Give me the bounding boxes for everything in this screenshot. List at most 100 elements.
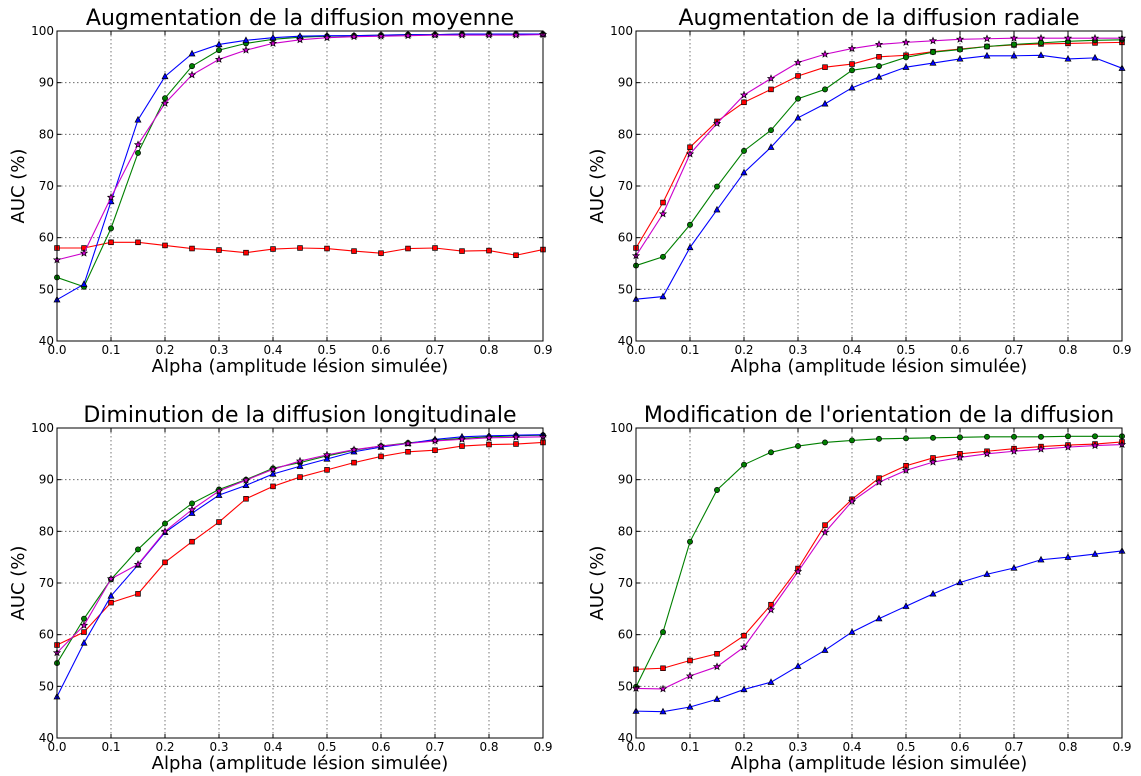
series-1: [54, 439, 546, 648]
data-point: [714, 487, 720, 493]
series-3: [632, 51, 1126, 302]
data-point: [297, 474, 303, 480]
data-point: [903, 54, 909, 61]
chart-title: Augmentation de la diffusion radiale: [678, 6, 1079, 31]
y-tick-label: 80: [39, 127, 54, 141]
data-point: [513, 252, 519, 258]
data-point: [660, 199, 666, 206]
data-point: [741, 147, 747, 154]
series-3: [53, 30, 547, 303]
data-point: [741, 99, 747, 106]
y-tick-label: 70: [39, 576, 54, 590]
data-point: [821, 646, 829, 653]
data-point: [133, 560, 143, 568]
y-tick-label: 60: [618, 628, 633, 642]
data-point: [1065, 433, 1071, 440]
x-tick-label: 0.3: [209, 343, 228, 357]
x-tick-label: 0.6: [371, 740, 390, 754]
series-3: [53, 430, 547, 700]
data-point: [956, 54, 964, 62]
data-point: [1064, 553, 1072, 560]
data-point: [296, 462, 304, 469]
x-tick-label: 0.2: [155, 343, 174, 357]
data-point: [134, 115, 142, 123]
data-point: [405, 449, 411, 455]
data-point: [189, 538, 195, 545]
data-point: [459, 443, 465, 449]
data-point: [822, 86, 828, 93]
data-point: [106, 193, 116, 201]
data-point: [874, 477, 884, 486]
x-tick-label: 0.5: [317, 740, 336, 754]
y-tick-label: 90: [39, 76, 54, 90]
x-axis-label: Alpha (amplitude lésion simulée): [731, 753, 1028, 774]
data-point: [929, 59, 937, 66]
data-point: [821, 99, 829, 107]
data-point: [1037, 51, 1045, 58]
data-point: [658, 684, 668, 693]
x-tick-label: 0.0: [626, 343, 645, 357]
data-point: [740, 168, 748, 176]
data-point: [268, 464, 278, 473]
series-4: [52, 30, 548, 264]
data-point: [378, 453, 384, 460]
chart-title: Augmentation de la diffusion moyenne: [86, 6, 514, 31]
data-point: [957, 46, 963, 53]
x-tick-label: 0.1: [101, 343, 120, 357]
data-point: [216, 247, 222, 253]
y-tick-label: 70: [39, 179, 54, 193]
data-point: [1090, 441, 1100, 450]
data-point: [930, 49, 936, 56]
y-tick-label: 50: [39, 679, 54, 693]
data-point: [901, 38, 911, 46]
x-tick-label: 0.5: [317, 343, 336, 357]
x-tick-label: 0.4: [263, 740, 282, 754]
data-point: [216, 519, 222, 525]
data-point: [903, 435, 909, 442]
data-point: [793, 58, 803, 67]
data-point: [457, 30, 467, 39]
y-tick-label: 60: [39, 231, 54, 245]
series-2: [633, 36, 1125, 269]
data-point: [214, 486, 224, 495]
data-point: [1063, 442, 1073, 451]
data-point: [403, 31, 413, 40]
x-tick-label: 0.1: [680, 343, 699, 357]
y-tick-label: 50: [39, 282, 54, 296]
data-point: [432, 245, 438, 251]
chart-panel-1: 0.0 0.1 0.2 0.3 0.4 0.5 0.6 0.7 0.8 0.9 40 50 60 70 80…: [8, 6, 553, 377]
data-point: [215, 40, 223, 48]
y-axis-label: AUC (%): [8, 149, 29, 224]
x-tick-label: 0.6: [950, 740, 969, 754]
data-point: [323, 455, 331, 462]
data-point: [793, 567, 803, 576]
data-point: [795, 95, 801, 102]
x-tick-label: 0.8: [479, 343, 498, 357]
data-point: [376, 31, 386, 40]
data-point: [1091, 550, 1099, 557]
data-point: [849, 67, 855, 74]
data-point: [351, 459, 357, 466]
data-point: [739, 90, 749, 99]
data-point: [955, 453, 965, 461]
data-point: [81, 629, 87, 635]
data-point: [822, 522, 828, 528]
data-point: [188, 509, 196, 516]
data-point: [849, 61, 855, 67]
data-point: [659, 707, 667, 715]
data-point: [513, 441, 519, 447]
data-point: [80, 280, 88, 287]
data-point: [1036, 444, 1046, 453]
data-point: [135, 546, 141, 553]
x-tick-label: 0.7: [1004, 343, 1023, 357]
x-tick-label: 0.4: [842, 343, 861, 357]
data-point: [902, 63, 910, 70]
data-point: [432, 447, 438, 453]
data-point: [459, 248, 465, 254]
data-point: [766, 74, 776, 83]
data-point: [376, 441, 386, 450]
data-point: [768, 127, 774, 134]
y-axis-label: AUC (%): [587, 149, 608, 224]
data-point: [160, 526, 170, 535]
data-point: [929, 589, 937, 597]
